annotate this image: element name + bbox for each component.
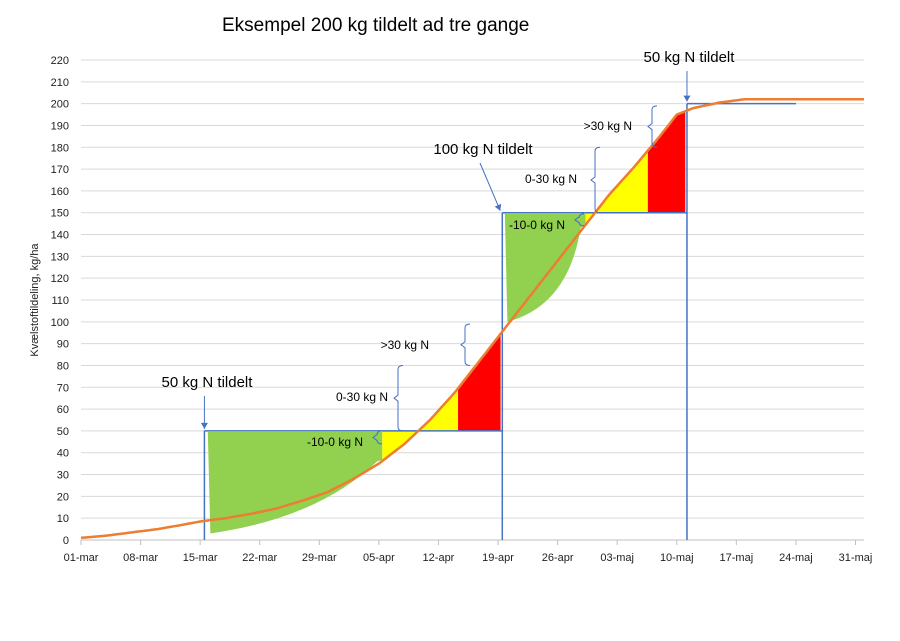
zone-bracket [393, 364, 404, 432]
x-tick-label: 24-maj [779, 552, 813, 564]
y-tick-label: 180 [51, 142, 69, 154]
y-tick-label: 220 [51, 55, 69, 67]
zone-red [458, 333, 501, 431]
application-label: 50 kg N tildelt [162, 374, 254, 391]
y-tick-label: 140 [51, 230, 69, 242]
chart-title: Eksempel 200 kg tildelt ad tre gange [222, 15, 529, 36]
y-tick-label: 110 [51, 295, 69, 307]
y-tick-label: 30 [57, 470, 69, 482]
x-tick-label: 08-mar [123, 552, 158, 564]
zone-label: 0-30 kg N [336, 390, 388, 404]
zone-label: -10-0 kg N [509, 218, 565, 232]
y-axis: 0 10 20 30 40 50 60 70 80 90 100 110 120 130 140 150 160… [51, 55, 69, 547]
y-tick-label: 170 [51, 164, 69, 176]
x-tick-label: 03-maj [600, 552, 634, 564]
x-tick-label: 12-apr [423, 552, 455, 564]
x-tick-label: 22-mar [242, 552, 277, 564]
zone-label: 0-30 kg N [525, 172, 577, 186]
y-axis-label: Kvælstoftildeling, kg/ha [29, 243, 41, 357]
y-tick-label: 150 [51, 208, 69, 220]
x-tick-label: 29-mar [302, 552, 337, 564]
zones [207, 111, 686, 534]
x-tick-label: 17-maj [720, 552, 754, 564]
zone-label: >30 kg N [584, 119, 632, 133]
zone-yellow [382, 388, 459, 462]
zone-label: -10-0 kg N [307, 435, 363, 449]
y-tick-label: 80 [57, 360, 69, 372]
arrow-head [494, 203, 502, 211]
uptake-curve [80, 98, 864, 540]
y-tick-label: 210 [51, 77, 69, 89]
application-label: 100 kg N tildelt [433, 141, 533, 158]
x-axis: 01-mar 08-mar 15-mar 22-mar 29-mar 05-apr 12-a… [64, 540, 873, 564]
arrow-head [200, 422, 208, 429]
y-tick-label: 160 [51, 186, 69, 198]
y-tick-label: 200 [51, 99, 69, 111]
y-tick-label: 100 [51, 317, 69, 329]
zone-bracket [647, 105, 658, 148]
application-label: 50 kg N tildelt [644, 49, 736, 66]
zone-green [207, 432, 383, 534]
y-tick-label: 70 [57, 382, 69, 394]
x-tick-label: 31-maj [839, 552, 873, 564]
x-tick-label: 10-maj [660, 552, 694, 564]
y-tick-label: 40 [57, 448, 69, 460]
uptake-line [80, 98, 864, 540]
y-tick-label: 130 [51, 251, 69, 263]
zone-bracket [574, 213, 585, 227]
y-tick-label: 50 [57, 426, 69, 438]
y-tick-label: 10 [57, 513, 69, 525]
zone-green [504, 213, 586, 322]
annotations: 50 kg N tildelt 100 kg N tildelt 50 kg N t… [162, 49, 736, 449]
y-tick-label: 0 [63, 535, 69, 547]
y-tick-label: 20 [57, 491, 69, 503]
grid [81, 59, 864, 541]
x-tick-label: 19-apr [482, 552, 514, 564]
zone-bracket [460, 323, 471, 366]
x-tick-label: 15-mar [183, 552, 218, 564]
zone-bracket [590, 146, 601, 214]
arrow-head [683, 95, 691, 102]
y-tick-label: 190 [51, 120, 69, 132]
zone-bracket [372, 430, 383, 445]
y-tick-label: 120 [51, 273, 69, 285]
y-tick-label: 60 [57, 404, 69, 416]
x-tick-label: 01-mar [64, 552, 99, 564]
y-tick-label: 90 [57, 339, 69, 351]
x-tick-label: 26-apr [542, 552, 574, 564]
zone-red [647, 111, 686, 213]
x-tick-label: 05-apr [363, 552, 395, 564]
arrow-line [479, 162, 501, 211]
zone-label: >30 kg N [381, 338, 429, 352]
